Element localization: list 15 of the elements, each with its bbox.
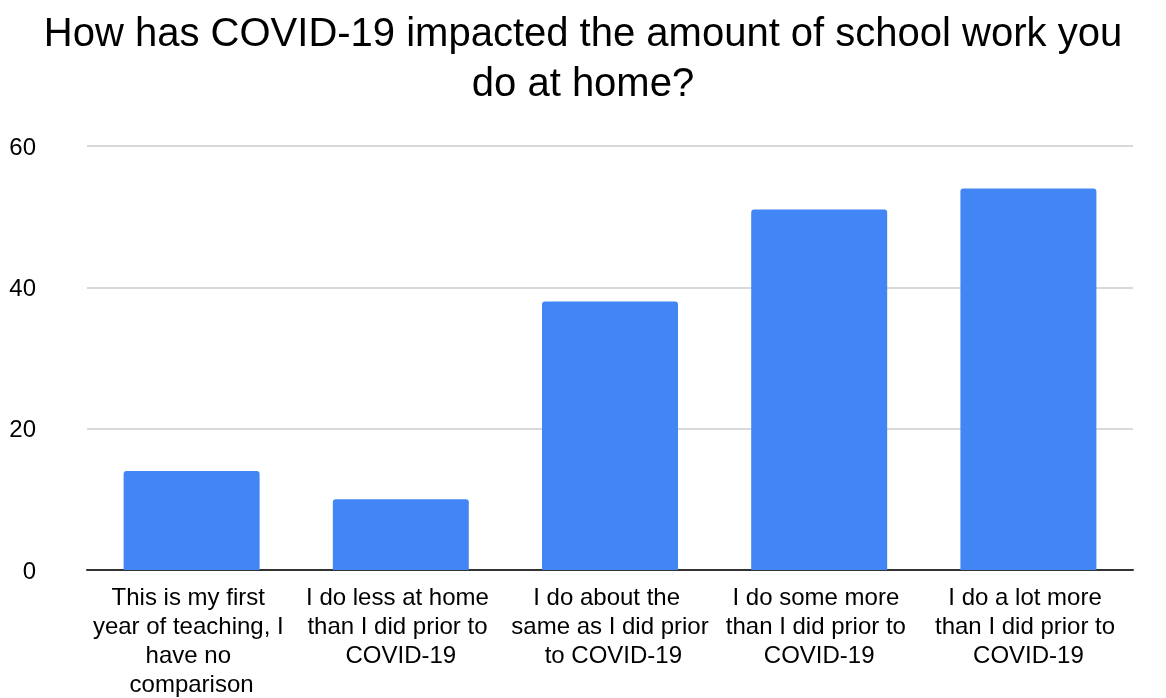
x-tick-label: I do a lot more than I did prior to COVID-19 (935, 583, 1122, 668)
chart-title: How has COVID-19 impacted the amount of school work you do at home? (42, 9, 1124, 106)
y-tick-label: 0 (22, 556, 36, 584)
x-tick-label: This is my first year of teaching, I have no comparison (92, 583, 291, 697)
x-tick-label: I do some more than I did prior to COVID-19 (725, 583, 913, 668)
bar (751, 209, 888, 570)
y-tick-label: 60 (9, 132, 36, 160)
bar (332, 499, 469, 570)
bar (123, 471, 260, 570)
bar (542, 301, 678, 570)
y-tick-label: 20 (9, 415, 36, 443)
x-tick-label: I do less at home than I did prior to COVID-19 (306, 583, 496, 668)
x-tick-label: I do about the same as I did prior to COVID-19 (511, 583, 709, 668)
bar (960, 188, 1097, 570)
y-tick-label: 40 (9, 273, 36, 301)
